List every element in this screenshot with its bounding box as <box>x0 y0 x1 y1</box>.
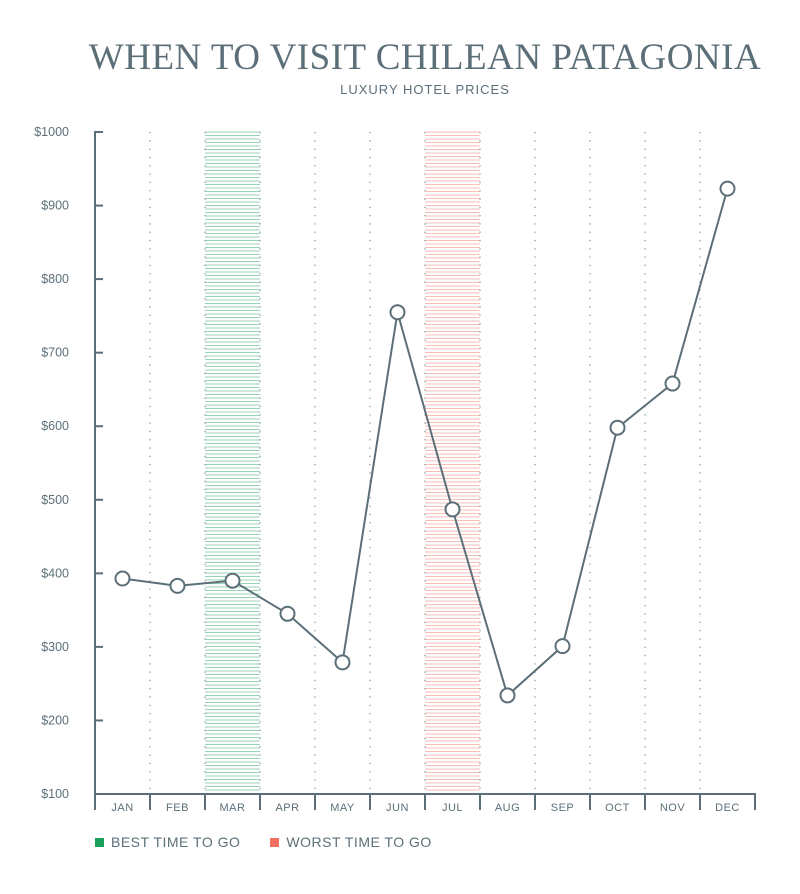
data-point <box>334 654 351 671</box>
legend: BEST TIME TO GO WORST TIME TO GO <box>95 834 432 850</box>
series-line <box>122 188 729 698</box>
legend-label-best: BEST TIME TO GO <box>111 834 241 850</box>
data-point <box>499 687 516 704</box>
x-tick-label: APR <box>275 802 299 814</box>
y-tick-label: $700 <box>41 346 69 360</box>
x-tick-label: MAY <box>330 802 355 814</box>
y-tick-label: $300 <box>41 640 69 654</box>
data-point <box>664 375 681 392</box>
data-point <box>554 638 571 655</box>
data-point <box>279 605 296 622</box>
y-tick-label: $600 <box>41 419 69 433</box>
x-tick-label: JUL <box>442 802 463 814</box>
x-tick-label: MAR <box>220 802 246 814</box>
line-chart: $100 $200 $300 $400 $500 $600 $700 $800 $900 $100… <box>34 125 756 814</box>
data-point <box>389 304 406 321</box>
x-tick-label: AUG <box>495 802 520 814</box>
worst-swatch <box>270 837 280 847</box>
data-point <box>444 501 461 518</box>
y-tick-label: $800 <box>41 272 69 286</box>
data-point <box>169 577 186 594</box>
x-tick-label: NOV <box>660 802 686 814</box>
data-point <box>224 572 241 589</box>
x-tick-label: SEP <box>551 802 575 814</box>
x-tick-label: FEB <box>166 802 189 814</box>
x-tick-label: JAN <box>111 802 133 814</box>
y-tick-label: $500 <box>41 493 69 507</box>
worst-time-band <box>425 131 480 794</box>
chart-title: WHEN TO VISIT CHILEAN PATAGONIA <box>88 37 762 78</box>
legend-item-best: BEST TIME TO GO <box>95 834 240 850</box>
y-tick-label: $900 <box>41 199 69 213</box>
y-tick-label: $1000 <box>34 125 69 139</box>
y-tick-label: $200 <box>41 713 69 727</box>
x-tick-label: DEC <box>715 802 740 814</box>
x-tick-label: JUN <box>386 802 409 814</box>
y-tick-label: $100 <box>41 787 69 801</box>
y-tick-label: $400 <box>41 566 69 580</box>
best-time-band <box>205 131 260 794</box>
legend-label-worst: WORST TIME TO GO <box>286 834 432 850</box>
data-point <box>114 570 131 587</box>
legend-item-worst: WORST TIME TO GO <box>270 834 431 850</box>
data-point <box>719 180 736 197</box>
best-swatch <box>95 837 104 847</box>
data-point <box>609 419 626 436</box>
chart-subtitle: LUXURY HOTEL PRICES <box>340 82 510 97</box>
x-tick-label: OCT <box>605 802 630 814</box>
